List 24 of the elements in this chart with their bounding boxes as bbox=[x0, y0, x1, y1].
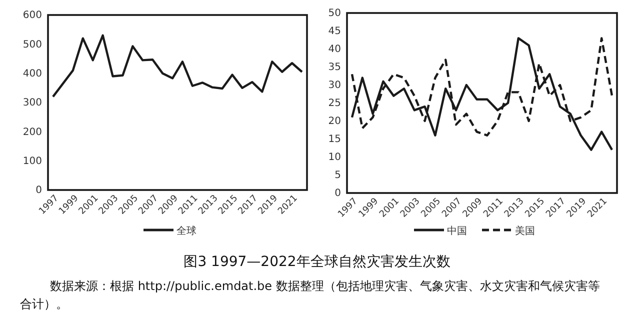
y-tick-label: 40 bbox=[328, 44, 341, 56]
legend-label: 全球 bbox=[176, 225, 196, 237]
y-tick-label: 200 bbox=[22, 126, 42, 138]
y-tick-label: 5 bbox=[334, 170, 341, 182]
y-tick-label: 20 bbox=[328, 116, 341, 128]
source-note: 数据来源：根据 http://public.emdat.be 数据整理（包括地理灾害、气象灾害、水文灾害和气候灾害等合计）。 bbox=[20, 279, 600, 311]
y-tick-label: 0 bbox=[334, 188, 341, 200]
y-tick-label: 30 bbox=[328, 80, 341, 92]
text: 图3 1997—2022年全球自然灾害发生次数 bbox=[184, 254, 450, 270]
y-tick-label: 500 bbox=[22, 39, 42, 50]
line-series bbox=[52, 34, 304, 98]
y-tick-label: 400 bbox=[22, 68, 42, 80]
y-tick-label: 0 bbox=[36, 185, 42, 196]
y-tick-label: 35 bbox=[328, 62, 341, 74]
y-tick-label: 100 bbox=[22, 156, 42, 168]
y-tick-label: 50 bbox=[328, 8, 341, 20]
y-tick-label: 600 bbox=[22, 10, 42, 22]
legend-label: 美国 bbox=[515, 225, 535, 237]
y-tick-label: 10 bbox=[328, 152, 341, 164]
y-tick-label: 300 bbox=[22, 98, 42, 109]
y-tick-label: 25 bbox=[328, 98, 341, 110]
y-tick-label: 45 bbox=[328, 26, 341, 38]
y-tick-label: 15 bbox=[328, 134, 341, 146]
legend-label: 中国 bbox=[447, 225, 467, 237]
